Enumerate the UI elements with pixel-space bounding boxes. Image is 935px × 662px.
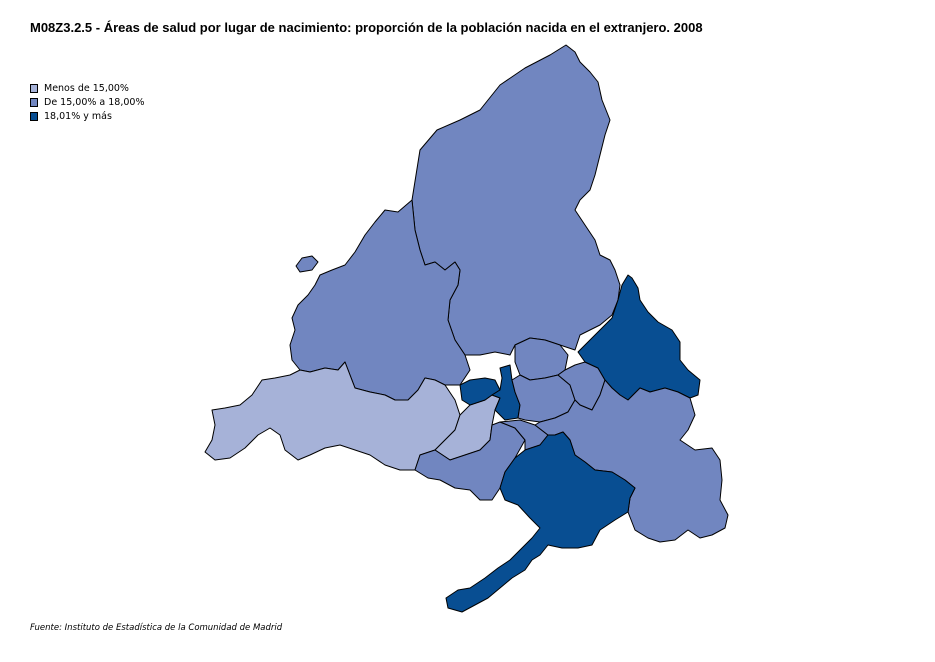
legend-label-mid: De 15,00% a 18,00%: [44, 96, 145, 108]
legend-label-high: 18,01% y más: [44, 110, 112, 122]
legend: Menos de 15,00% De 15,00% a 18,00% 18,01…: [30, 81, 145, 123]
area-south: [445, 431, 636, 613]
legend-item-low: Menos de 15,00%: [30, 81, 145, 95]
legend-label-low: Menos de 15,00%: [44, 82, 129, 94]
area-northwest-islet: [295, 255, 319, 273]
map-title: M08Z3.2.5 - Áreas de salud por lugar de …: [30, 20, 703, 35]
legend-item-mid: De 15,00% a 18,00%: [30, 95, 145, 109]
legend-swatch-mid: [30, 97, 38, 107]
legend-item-high: 18,01% y más: [30, 109, 145, 123]
legend-swatch-high: [30, 111, 38, 121]
source-note: Fuente: Instituto de Estadística de la C…: [30, 623, 283, 633]
legend-swatch-low: [30, 83, 38, 93]
